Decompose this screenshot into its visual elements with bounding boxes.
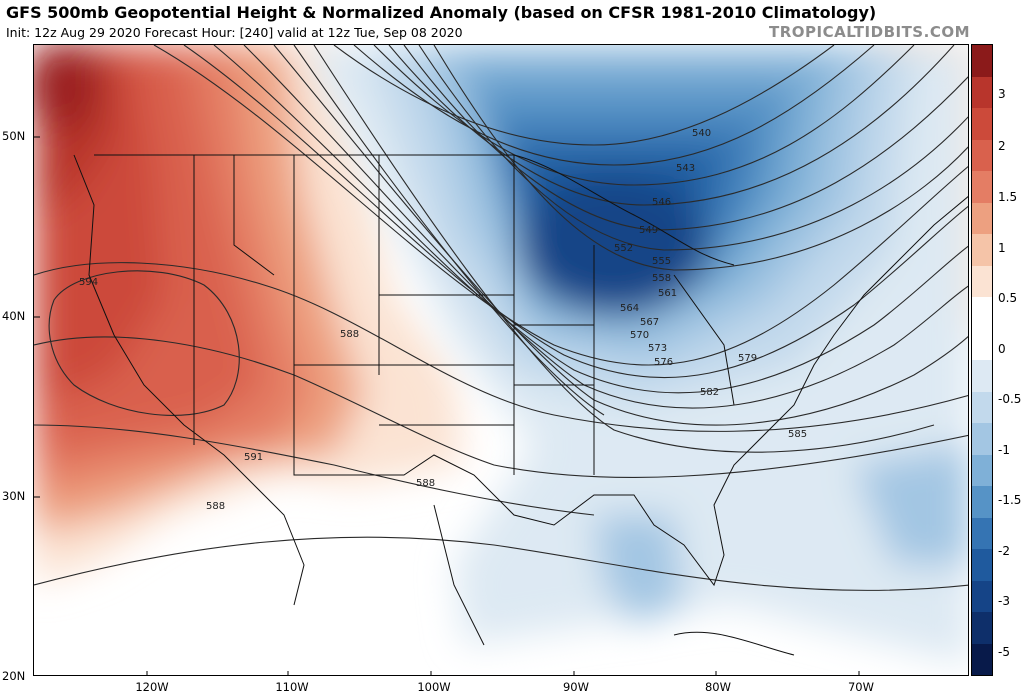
colorbar-swatch (972, 517, 992, 549)
contour-label: 591 (244, 452, 263, 463)
lon-label: 70W (847, 680, 875, 694)
colorbar-swatch (972, 76, 992, 108)
colorbar-label: 0 (998, 342, 1006, 356)
colorbar (971, 44, 993, 676)
contour-label: 588 (340, 329, 359, 340)
graticule-ticks (34, 136, 860, 675)
contour-label: 564 (620, 303, 639, 314)
contour-label: 558 (652, 273, 671, 284)
colorbar-swatch (972, 391, 992, 423)
lon-label: 90W (562, 680, 590, 694)
colorbar-swatch (972, 108, 992, 140)
colorbar-label: -3 (998, 594, 1010, 608)
colorbar-swatch (972, 580, 992, 612)
map-panel: 594 588 591 588 588 540 543 546 549 552 … (33, 44, 969, 676)
colorbar-swatch (972, 234, 992, 266)
colorbar-swatch (972, 643, 992, 675)
map-subtitle: Init: 12z Aug 29 2020 Forecast Hour: [24… (6, 25, 463, 40)
lat-label: 40N (2, 309, 26, 323)
colorbar-swatch (972, 328, 992, 360)
lat-label: 30N (2, 489, 26, 503)
contour-label: 585 (788, 429, 807, 440)
colorbar-swatch (972, 139, 992, 171)
colorbar-label: -1 (998, 443, 1010, 457)
colorbar-swatch (972, 265, 992, 297)
contour-label: 588 (416, 478, 435, 489)
colorbar-swatch (972, 45, 992, 77)
colorbar-swatch (972, 360, 992, 392)
contour-label: 543 (676, 163, 695, 174)
lon-label: 120W (135, 680, 169, 694)
contour-label: 549 (639, 225, 658, 236)
colorbar-label: -1.5 (998, 493, 1022, 507)
colorbar-swatch (972, 454, 992, 486)
positive-anomaly-shading (34, 45, 968, 585)
map-canvas: 594 588 591 588 588 540 543 546 549 552 … (34, 45, 968, 675)
colorbar-swatch (972, 423, 992, 455)
colorbar-label: 3 (998, 87, 1006, 101)
coastlines-and-borders (73, 154, 968, 656)
contour-label: 576 (654, 357, 673, 368)
colorbar-swatch (972, 171, 992, 203)
contour-label: 582 (700, 387, 719, 398)
contour-label: 555 (652, 256, 671, 267)
contour-label: 588 (206, 501, 225, 512)
colorbar-swatch (972, 486, 992, 518)
colorbar-swatch (972, 297, 992, 329)
contour-label: 573 (648, 343, 667, 354)
colorbar-label: -0.5 (998, 392, 1022, 406)
brand-watermark: TROPICALTIDBITS.COM (769, 23, 970, 41)
colorbar-swatch (972, 549, 992, 581)
colorbar-label: -5 (998, 645, 1010, 659)
contour-label: 570 (630, 330, 649, 341)
colorbar-swatch (972, 202, 992, 234)
lat-label: 50N (2, 129, 26, 143)
contour-label: 540 (692, 128, 711, 139)
lat-label: 20N (2, 669, 26, 683)
colorbar-label: 0.5 (998, 291, 1018, 305)
contour-label: 594 (79, 277, 98, 288)
contour-label: 579 (738, 353, 757, 364)
colorbar-label: 1 (998, 241, 1006, 255)
colorbar-label: 2 (998, 139, 1006, 153)
contour-label: 546 (652, 197, 671, 208)
colorbar-label: 1.5 (998, 190, 1018, 204)
colorbar-swatch (972, 612, 992, 644)
map-title: GFS 500mb Geopotential Height & Normaliz… (6, 3, 877, 22)
contour-label: 567 (640, 317, 659, 328)
lon-label: 110W (275, 680, 309, 694)
contour-labels: 594 588 591 588 588 540 543 546 549 552 … (79, 128, 807, 512)
lon-label: 100W (417, 680, 451, 694)
contour-label: 561 (658, 288, 677, 299)
594-contour (48, 270, 240, 416)
height-contours (34, 45, 968, 591)
colorbar-label: -2 (998, 544, 1010, 558)
contour-label: 552 (614, 243, 633, 254)
lon-label: 80W (704, 680, 732, 694)
